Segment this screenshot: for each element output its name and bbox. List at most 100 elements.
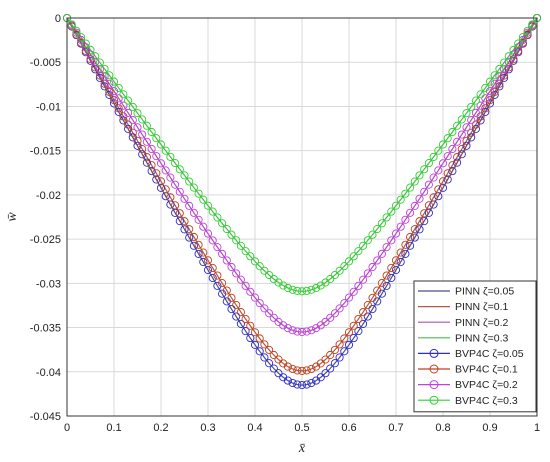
data-point <box>302 366 311 375</box>
data-point <box>166 152 175 161</box>
x-tick-label: 0.1 <box>106 422 121 434</box>
data-point <box>283 376 292 385</box>
data-point <box>481 104 490 113</box>
data-point <box>203 256 213 265</box>
data-point <box>420 217 429 226</box>
x-tick-label: 0.6 <box>341 422 356 434</box>
data-point <box>476 90 485 99</box>
data-point <box>156 177 166 186</box>
data-point <box>180 217 189 226</box>
data-point <box>316 373 325 382</box>
data-point <box>344 340 354 349</box>
data-point <box>420 165 429 174</box>
data-point <box>138 115 147 124</box>
data-point <box>114 104 123 113</box>
x-tick-label: 0.8 <box>435 422 450 434</box>
data-point <box>500 73 509 82</box>
data-point <box>406 208 415 217</box>
data-point <box>373 286 382 295</box>
data-point <box>297 366 307 375</box>
data-point <box>316 281 325 290</box>
data-point <box>349 287 358 296</box>
data-point <box>382 213 391 222</box>
data-point <box>302 286 311 295</box>
data-point <box>91 57 100 66</box>
data-point <box>95 73 104 82</box>
data-point <box>406 241 415 250</box>
data-point <box>213 213 222 222</box>
data-point <box>241 327 250 336</box>
data-point <box>340 347 349 356</box>
data-point <box>429 152 438 161</box>
data-point <box>382 281 391 290</box>
legend-label: PINN ζ=0.3 <box>455 332 509 344</box>
data-point <box>222 286 231 295</box>
data-point <box>504 57 513 66</box>
data-point <box>175 209 184 218</box>
data-point <box>471 120 480 129</box>
data-point <box>128 102 137 111</box>
data-point <box>199 257 208 267</box>
data-point <box>344 257 354 266</box>
data-point <box>312 324 321 333</box>
x-tick-label: 0.2 <box>153 422 168 434</box>
data-point <box>326 364 335 373</box>
data-point <box>203 229 213 238</box>
data-point <box>114 94 123 103</box>
data-point <box>227 230 236 239</box>
data-point <box>453 121 462 130</box>
data-point <box>255 262 264 271</box>
data-point <box>142 121 151 130</box>
data-point <box>232 300 241 310</box>
data-point <box>387 236 396 245</box>
data-point <box>438 159 448 168</box>
data-point <box>213 243 222 252</box>
data-point <box>152 169 161 178</box>
data-point <box>307 364 316 374</box>
legend-item: BVP4C ζ=0.2 <box>418 379 518 391</box>
x-axis-label: x̄ <box>298 441 306 456</box>
data-point <box>109 99 119 108</box>
data-point <box>241 247 250 256</box>
data-point <box>114 107 123 116</box>
data-point <box>307 378 316 388</box>
data-point <box>387 207 396 216</box>
data-point <box>208 236 217 245</box>
data-point <box>443 169 452 178</box>
data-point <box>330 270 339 280</box>
data-point <box>485 77 495 86</box>
data-point <box>194 249 203 258</box>
data-point <box>100 82 109 91</box>
data-point <box>142 137 151 146</box>
data-point <box>307 326 316 335</box>
data-point <box>189 241 198 250</box>
data-point <box>142 153 151 162</box>
data-point <box>218 219 227 228</box>
data-point <box>95 71 104 80</box>
data-point <box>138 144 147 154</box>
data-point <box>335 304 344 313</box>
data-point <box>152 134 161 143</box>
data-point <box>194 215 203 224</box>
data-point <box>500 65 509 74</box>
data-point <box>316 359 325 368</box>
data-point <box>255 347 264 356</box>
y-tick-label: -0.025 <box>30 234 61 246</box>
x-tick-label: 1 <box>534 422 540 434</box>
data-point <box>401 189 410 198</box>
data-point <box>363 312 372 321</box>
data-point <box>288 285 297 294</box>
data-point <box>166 193 175 202</box>
data-point <box>415 225 424 234</box>
data-point <box>344 293 354 302</box>
data-point <box>377 279 386 288</box>
data-point <box>457 130 466 139</box>
data-point <box>199 195 208 204</box>
data-point <box>359 275 368 284</box>
legend-label: PINN ζ=0.1 <box>455 301 509 313</box>
data-point <box>368 230 377 239</box>
legend-swatch-marker <box>429 364 439 374</box>
data-point <box>504 63 513 72</box>
data-point <box>340 299 349 308</box>
